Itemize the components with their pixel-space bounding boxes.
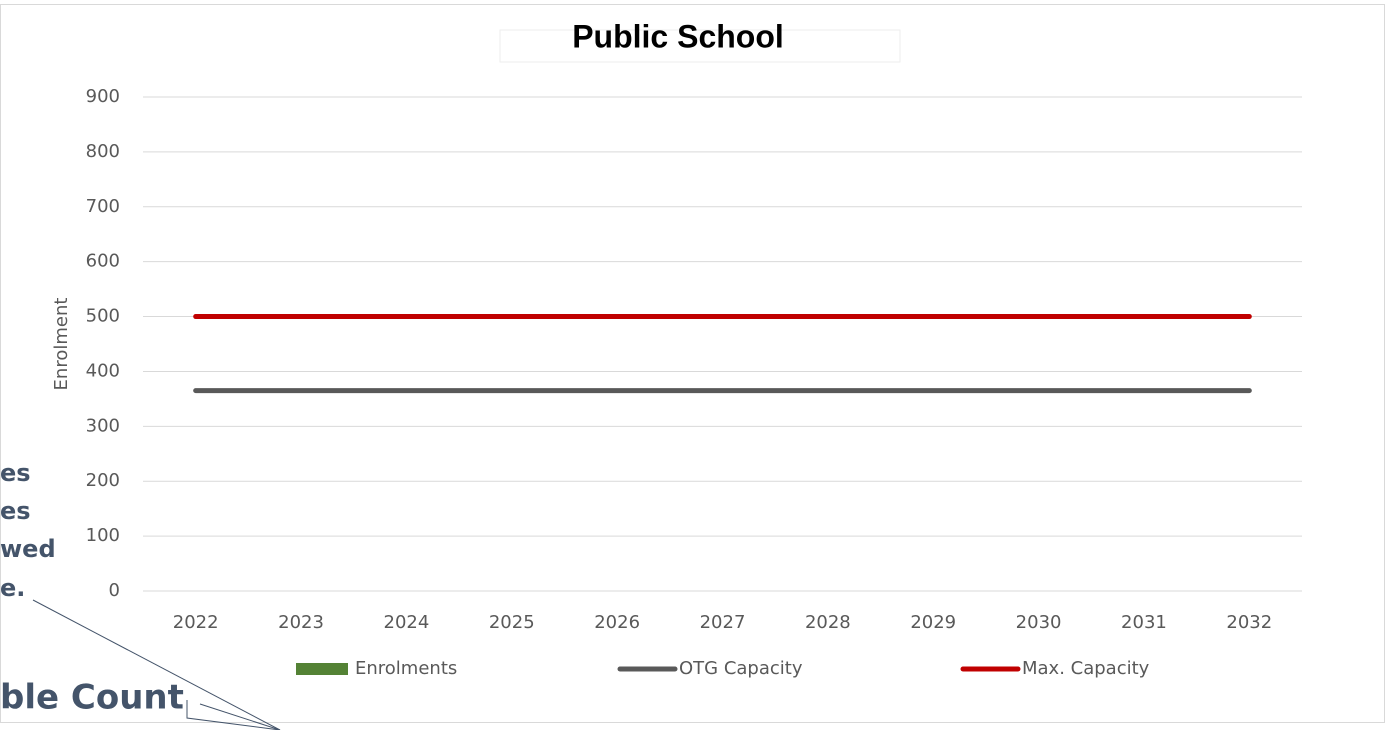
x-tick-label: 2025 (489, 612, 535, 633)
y-tick-label: 900 (86, 86, 120, 107)
chart-title: Public School (572, 18, 784, 54)
callout-line (32, 599, 281, 731)
x-tick-label: 2023 (278, 612, 324, 633)
y-tick-label: 300 (86, 415, 120, 436)
y-tick-label: 500 (86, 306, 120, 327)
legend-label: Enrolments (355, 658, 457, 679)
x-tick-label: 2024 (384, 612, 430, 633)
y-tick-label: 400 (86, 360, 120, 381)
x-tick-label: 2028 (805, 612, 851, 633)
annotation: wed (0, 535, 56, 563)
annotation: ble Count (0, 678, 184, 718)
annotation: es (0, 497, 31, 525)
annotation: e. (0, 574, 25, 602)
y-axis-label: Enrolment (51, 298, 72, 391)
x-tick-label: 2030 (1016, 612, 1062, 633)
y-tick-label: 0 (109, 580, 120, 601)
legend-swatch (296, 663, 348, 675)
y-tick-label: 800 (86, 141, 120, 162)
chart-frame (0, 4, 1385, 723)
legend-label: Max. Capacity (1022, 658, 1150, 679)
y-tick-label: 700 (86, 196, 120, 217)
x-tick-label: 2026 (594, 612, 640, 633)
annotation: es (0, 459, 31, 487)
y-tick-label: 200 (86, 470, 120, 491)
x-tick-label: 2029 (910, 612, 956, 633)
legend-label: OTG Capacity (679, 658, 803, 679)
x-tick-label: 2022 (173, 612, 219, 633)
x-tick-label: 2031 (1121, 612, 1167, 633)
x-tick-label: 2027 (700, 612, 746, 633)
x-tick-label: 2032 (1226, 612, 1272, 633)
y-tick-label: 100 (86, 525, 120, 546)
title-box (499, 29, 901, 63)
y-tick-label: 600 (86, 251, 120, 272)
callout-shape (186, 700, 281, 731)
